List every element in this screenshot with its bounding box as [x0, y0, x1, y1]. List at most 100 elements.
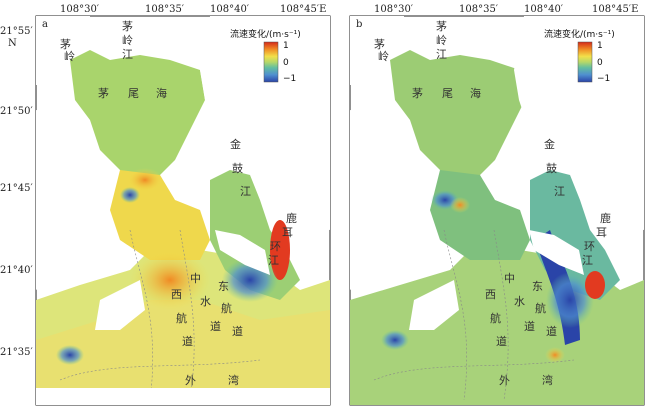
lat-tick-3: 21°45′	[0, 183, 33, 194]
place-xi-3: 道	[182, 334, 193, 348]
place-jgj-3: 江	[554, 185, 565, 198]
place-lm-4: 江	[268, 254, 279, 267]
panel-label: b	[356, 19, 362, 30]
place-xi-1: 西	[171, 288, 182, 301]
legend-title: 流速变化/(m·s⁻¹)	[230, 28, 301, 40]
place-mj-3: 江	[436, 48, 447, 61]
contour-3	[373, 359, 575, 381]
land-nw	[36, 16, 90, 85]
land-ne	[200, 16, 330, 230]
place-mj-2: 岭	[122, 33, 133, 47]
land-port	[215, 230, 270, 275]
legend-max: 1	[597, 41, 603, 51]
contour-2	[493, 229, 509, 401]
legend-mid: 0	[597, 58, 603, 68]
lon-tick-4: 108°45′E	[592, 4, 638, 15]
land-island	[95, 280, 145, 330]
place-lm-1: 鹿	[286, 211, 297, 225]
place-jgj-1: 金	[544, 137, 555, 151]
legend-bar	[263, 41, 279, 83]
place-zhong-2: 水	[200, 295, 211, 308]
maowei-sea-water	[390, 50, 525, 180]
lon-tick-2: 108°35′	[145, 4, 185, 15]
hotspot-3	[545, 347, 565, 363]
place-mj-2: 岭	[436, 33, 447, 47]
place-lm-2: 耳	[596, 226, 607, 239]
legend-bar	[577, 41, 593, 83]
place-zhong-1: 中	[504, 272, 515, 285]
lat-tick-1: 21°55′	[0, 26, 33, 37]
place-xi-1: 西	[485, 288, 496, 301]
land-ne	[514, 16, 644, 230]
place-jgj-1: 金	[230, 137, 241, 151]
land-w	[350, 110, 414, 290]
place-dong-2: 航	[221, 301, 232, 315]
lat-tick-5: 21°35′	[0, 347, 33, 358]
land-nw	[350, 16, 404, 85]
place-ww-2: 湾	[228, 373, 239, 387]
place-mwh-3: 海	[156, 86, 167, 100]
place-zhong-3: 道	[524, 319, 535, 333]
place-lm-1: 鹿	[600, 211, 611, 225]
place-mwh-2: 尾	[128, 87, 139, 100]
coldspot-3	[381, 330, 409, 350]
lat-tick-2: 21°50′	[0, 106, 33, 117]
place-maoling-1: 茅	[60, 38, 71, 51]
coldspot-2	[56, 345, 84, 365]
hotspot-1	[130, 250, 210, 310]
contour-1	[129, 229, 153, 401]
panel-a-map: 流速变化/(m·s⁻¹) 1 0 −1 a 108°30′ 108°35′ 10…	[0, 4, 331, 406]
place-dong-1: 东	[532, 280, 543, 293]
lon-tick-1: 108°30′	[60, 4, 100, 15]
hotspot-2	[127, 168, 163, 192]
place-mwh-2: 尾	[442, 87, 453, 100]
place-mj-1: 茅	[436, 20, 447, 33]
bottom-strip	[36, 388, 330, 405]
place-xi-2: 航	[490, 311, 501, 325]
contour-2	[179, 229, 195, 401]
panel-b-map: 流速变化/(m·s⁻¹) 1 0 −1 b 108°30′ 108°35′ 10…	[349, 4, 645, 406]
place-maoling-2: 岭	[64, 49, 75, 63]
place-dong-3: 道	[546, 324, 557, 338]
land-island	[409, 280, 459, 330]
coldspot-3	[120, 187, 140, 203]
lat-unit: N	[8, 38, 17, 49]
legend-title: 流速变化/(m·s⁻¹)	[544, 28, 615, 40]
legend-max: 1	[283, 41, 289, 51]
place-lm-2: 耳	[282, 226, 293, 239]
lat-tick-4: 21°40′	[0, 265, 33, 276]
coldspot-1	[546, 272, 594, 328]
lon-tick-3: 108°40′	[210, 4, 250, 15]
channel-water	[430, 170, 530, 260]
place-mj-1: 茅	[122, 20, 133, 33]
hotspot-2	[450, 197, 470, 213]
legend-mid: 0	[283, 58, 289, 68]
place-lm-4: 江	[582, 254, 593, 267]
contour-1	[443, 229, 467, 401]
lon-tick-3: 108°40′	[524, 4, 564, 15]
lon-tick-1: 108°30′	[374, 4, 414, 15]
contour-3	[59, 359, 261, 381]
place-xi-2: 航	[176, 311, 187, 325]
land-port	[529, 230, 584, 275]
place-dong-1: 东	[218, 280, 229, 293]
land-w	[36, 110, 100, 290]
place-jgj-2: 鼓	[232, 161, 243, 175]
place-maoling-2: 岭	[378, 49, 389, 63]
maowei-sea-water	[70, 50, 205, 180]
place-dong-2: 航	[535, 301, 546, 315]
place-ww-2: 湾	[542, 373, 553, 387]
place-mwh-3: 海	[470, 86, 481, 100]
place-dong-3: 道	[232, 324, 243, 338]
place-ww-1: 外	[185, 374, 196, 387]
place-jgj-3: 江	[240, 185, 251, 198]
panel-label: a	[42, 19, 48, 30]
panel-b: 流速变化/(m·s⁻¹) 1 0 −1 b 108°30′ 108°35′ 10…	[340, 0, 650, 409]
lon-tick-2: 108°35′	[459, 4, 499, 15]
hotspot-3	[270, 220, 290, 280]
legend-min: −1	[283, 74, 296, 84]
place-zhong-2: 水	[514, 295, 525, 308]
place-xi-3: 道	[496, 334, 507, 348]
place-lm-3: 环	[270, 240, 281, 253]
hotspot-1	[585, 271, 605, 299]
